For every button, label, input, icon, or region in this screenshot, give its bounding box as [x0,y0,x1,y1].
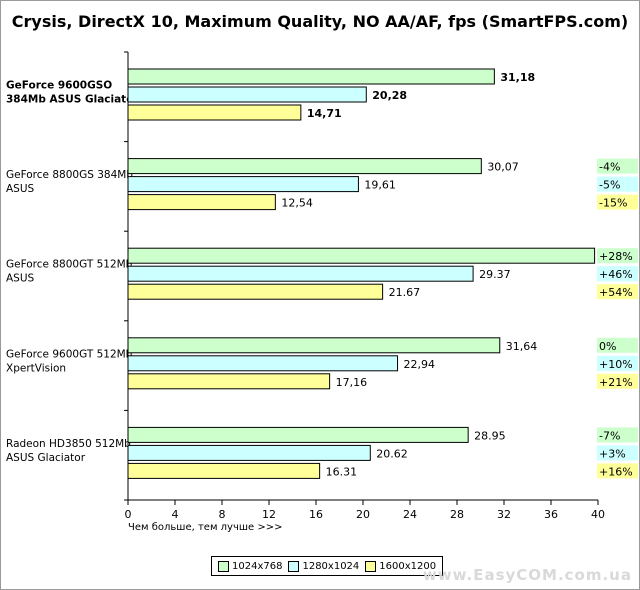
legend-item: 1024x768 [218,560,283,572]
data-label: 20.62 [376,447,408,460]
category-label: XpertVision [6,362,66,374]
x-tick-label: 4 [172,508,179,521]
legend-label: 1600x1200 [379,560,437,572]
data-label: 31,18 [500,71,535,84]
category-label: Radeon HD3850 512Mb [6,438,131,450]
x-tick-label: 32 [497,508,511,521]
legend-item: 1280x1024 [288,560,360,572]
delta-background [597,194,638,210]
bar [127,355,399,372]
bar [127,444,371,461]
x-tick-label: 20 [356,508,370,521]
delta-label: +16% [599,465,633,478]
x-tick-label: 16 [309,508,323,521]
bar [127,426,469,443]
chart-title: Crysis, DirectX 10, Maximum Quality, NO … [11,12,629,31]
data-label: 19,61 [364,179,396,192]
legend: 1024x768 1280x1024 1600x1200 [211,556,444,576]
legend-swatch [365,560,377,572]
delta-background [597,463,638,479]
legend-swatch [288,560,300,572]
legend-swatch [218,560,229,572]
data-label: 30,07 [487,161,519,174]
x-tick-label: 8 [219,508,226,521]
watermark: www.EasyCOM.com.ua [422,566,632,584]
x-axis-label: Чем больше, тем лучше >>> [128,522,283,533]
legend-label: 1280x1024 [302,560,360,572]
bar [127,462,321,479]
delta-label: +3% [599,447,626,460]
x-tick-label: 24 [403,508,417,521]
bar [127,104,302,121]
data-label: 12,54 [281,197,313,210]
data-label: 17,16 [336,376,368,389]
data-label: 16.31 [326,465,358,478]
delta-background [597,176,638,192]
bar [127,337,501,354]
delta-label: -5% [599,179,620,192]
delta-label: -15% [599,197,627,210]
delta-label: -4% [599,161,620,174]
x-tick-label: 28 [450,508,464,521]
delta-label: +54% [599,286,633,299]
data-label: 29.37 [479,268,511,281]
delta-label: +46% [599,268,633,281]
bar [127,86,367,103]
bar [127,265,474,282]
delta-background [597,284,638,300]
category-label: 384Mb ASUS Glaciator [6,94,139,106]
data-label: 31,64 [506,340,538,353]
data-label: 20,28 [372,89,407,102]
bar [127,194,276,211]
legend-item: 1600x1200 [365,560,437,572]
data-label: 22,94 [404,358,436,371]
bar [127,158,482,175]
delta-label: +10% [599,358,633,371]
delta-background [597,373,638,389]
bar [127,373,331,390]
x-tick-label: 0 [125,508,132,521]
x-tick-label: 40 [591,508,605,521]
category-label: ASUS [6,183,35,195]
category-label: GeForce 8800GT 512Mb [6,259,133,271]
data-label: 28.95 [474,429,506,442]
delta-background [597,337,638,353]
bar [127,176,359,193]
delta-background [597,248,638,264]
bar [127,68,495,85]
delta-background [597,355,638,371]
bar [127,247,596,264]
category-label: ASUS [6,273,35,285]
delta-label: +28% [599,250,633,263]
data-label: 21.67 [389,286,421,299]
x-tick-label: 36 [544,508,558,521]
category-label: GeForce 8800GS 384Mb [6,169,133,181]
delta-label: 0% [599,340,616,353]
bar [127,283,384,300]
data-label: 14,71 [307,107,342,120]
category-label: GeForce 9600GSO [6,80,112,92]
delta-background [597,266,638,282]
delta-label: -7% [599,429,620,442]
category-label: ASUS Glaciator [6,452,86,464]
x-tick-label: 12 [262,508,276,521]
delta-background [597,158,638,174]
category-label: GeForce 9600GT 512Mb [6,348,133,360]
delta-background [597,427,638,443]
delta-label: +21% [599,376,633,389]
legend-label: 1024x768 [232,560,283,572]
delta-background [597,445,638,461]
